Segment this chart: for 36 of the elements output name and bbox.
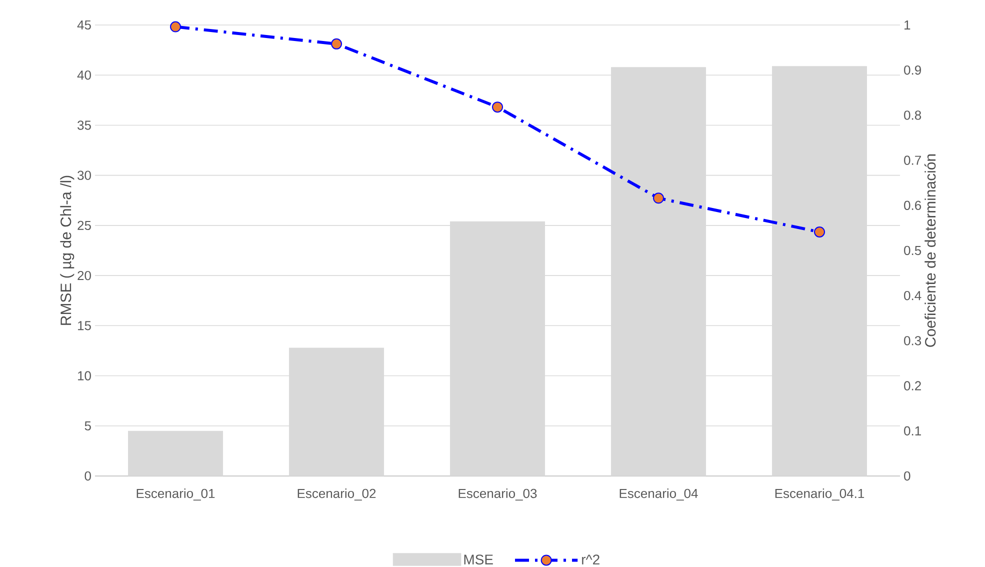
y2-tick-label: 0.4	[904, 290, 922, 300]
y2-tick-label: 0.9	[904, 65, 921, 75]
point	[331, 38, 342, 50]
y-tick-label: 45	[77, 20, 91, 30]
y2-tick-label: 0.2	[904, 381, 921, 390]
y-tick-label: 15	[78, 321, 91, 330]
y-tick-label: 10	[78, 371, 91, 380]
legend-label: r^2	[582, 554, 600, 564]
y-tick-label: 30	[78, 170, 91, 180]
y-axis-title: RMSE ( µg de Chl-a /l)	[60, 176, 74, 325]
y2-axis-title: Coeficiente de determinación	[924, 154, 936, 347]
y2-tick-label: 1	[904, 20, 910, 30]
point	[492, 102, 503, 113]
x-tick-label: Escenario_01	[136, 488, 215, 501]
point	[170, 21, 182, 32]
x-tick-label: Escenario_04.1	[775, 488, 864, 501]
x-tick-label: Escenario_03	[458, 488, 537, 501]
y-tick-label: 0	[84, 471, 91, 481]
x-tick-label: Escenario_04	[620, 488, 698, 501]
point	[814, 226, 825, 238]
y2-tick-label: 0.5	[904, 246, 922, 256]
y-tick-label: 20	[78, 270, 91, 280]
y2-tick-label: 0.6	[904, 200, 922, 210]
y2-tick-label: 0.8	[904, 110, 922, 120]
y-tick-label: 40	[77, 70, 91, 80]
point	[653, 192, 664, 204]
bar	[128, 430, 224, 476]
y2-tick-label: 0	[904, 471, 910, 481]
y2-tick-label: 0.1	[904, 426, 921, 436]
y-tick-label: 5	[84, 421, 91, 430]
y2-tick-label: 0.7	[904, 156, 921, 165]
y2-tick-label: 0.3	[904, 336, 922, 346]
y-tick-label: 35	[78, 120, 91, 130]
x-tick-label: Escenario_02	[298, 488, 376, 501]
legend-label: MSE	[464, 554, 493, 565]
y-tick-label: 25	[78, 220, 91, 230]
